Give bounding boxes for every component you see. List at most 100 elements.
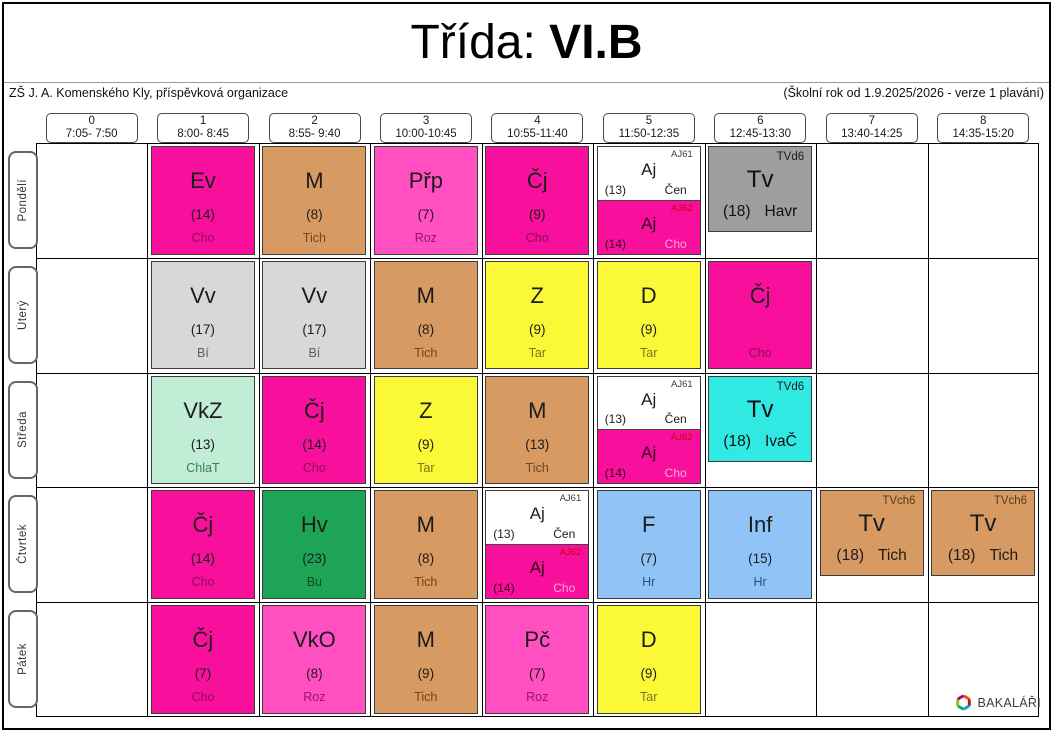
- lesson-room-teacher-line: (14) Cho: [605, 237, 687, 251]
- lesson-subject: Aj: [529, 558, 545, 578]
- lesson-subject: Tv: [858, 510, 885, 538]
- lesson-teacher: Havr: [764, 203, 798, 220]
- lesson-subject: Vv: [301, 282, 328, 308]
- lesson-teacher: Tar: [528, 345, 546, 360]
- lesson-room: (9): [529, 321, 546, 337]
- period-header-3: 3 10:00-10:45: [380, 113, 473, 143]
- title-divider: [4, 82, 1049, 83]
- lesson-cell: M (8) Tich: [373, 260, 478, 370]
- grid-row-line: [36, 602, 1039, 604]
- lesson-teacher: Tich: [989, 547, 1019, 565]
- lesson-teacher: Tar: [640, 690, 658, 705]
- grid-column-line: [816, 143, 818, 717]
- lesson-room: (14): [190, 551, 215, 567]
- lesson-subject: Čj: [303, 397, 325, 423]
- lesson-room: (17): [190, 321, 215, 337]
- page-content: Třída: VI.B ZŠ J. A. Komenského Kly, pří…: [4, 4, 1049, 728]
- lesson-room: (13): [190, 436, 215, 452]
- lesson-group: TVd6: [776, 380, 805, 393]
- lesson-cell: Ev (14) Cho: [150, 146, 255, 255]
- period-header-2: 2 8:55- 9:40: [268, 113, 361, 143]
- lesson-cell-split: AJ61 Aj (13) Čen AJ62 Aj (14) Cho: [596, 375, 701, 485]
- lesson-room: (8): [417, 321, 435, 337]
- lesson-room: (9): [417, 666, 435, 682]
- lesson-subject: Z: [419, 397, 433, 423]
- lesson-room: (15): [748, 551, 773, 567]
- period-time: 14:35-15:20: [952, 128, 1014, 140]
- grid-column-line: [704, 143, 706, 717]
- lesson-teacher: Roz: [526, 690, 549, 705]
- grid-column-line: [927, 143, 929, 717]
- lesson-cell: VkZ (13) ChlaT: [150, 375, 255, 485]
- lesson-room: (18): [722, 203, 751, 220]
- lesson-cell-split: AJ61 Aj (13) Čen AJ62 Aj (14) Cho: [485, 490, 590, 599]
- lesson-teacher: Cho: [302, 460, 326, 475]
- lesson-room: (13): [604, 182, 627, 197]
- lesson-room: (18): [947, 547, 976, 565]
- lesson-room-teacher-line: (13) Čen: [493, 528, 575, 541]
- lesson-cell: Z (9) Tar: [485, 260, 590, 370]
- lesson-room: (18): [836, 547, 864, 565]
- lesson-teacher: Bí: [308, 345, 321, 360]
- day-tab-4: Pátek: [8, 610, 38, 709]
- period-time: 11:50-12:35: [618, 128, 680, 140]
- lesson-cell: Čj (7) Cho: [150, 605, 255, 714]
- day-label: Středa: [17, 411, 29, 449]
- lesson-teacher: Tar: [417, 460, 435, 475]
- lesson-cell: D (9) Tar: [596, 260, 701, 370]
- title-prefix: Třída:: [410, 16, 550, 69]
- lesson-room-teacher-line: (13) Čen: [604, 182, 687, 197]
- title-class-name: VI.B: [549, 16, 643, 69]
- lesson-subject: D: [640, 282, 657, 308]
- lesson-teacher: Tich: [302, 231, 326, 245]
- grid-row-line: [36, 487, 1039, 489]
- period-header-0: 0 7:05- 7:50: [45, 113, 138, 143]
- lesson-room: (9): [640, 666, 657, 682]
- lesson-cell: Čj (14) Cho: [150, 490, 255, 599]
- lesson-teacher: Tich: [878, 547, 907, 565]
- lesson-cell: M (13) Tich: [485, 375, 590, 485]
- lesson-subject: M: [305, 168, 324, 193]
- lesson-group: AJ61: [559, 493, 582, 505]
- lesson-subject: Aj: [529, 504, 545, 524]
- lesson-room: (8): [306, 666, 323, 682]
- grid-column-line: [481, 143, 483, 717]
- lesson-group: TVd6: [776, 151, 805, 163]
- lesson-cell: Z (9) Tar: [373, 375, 478, 485]
- period-header-8: 8 14:35-15:20: [937, 113, 1030, 143]
- lesson-cell: M (8) Tich: [373, 490, 478, 599]
- lesson-cell: Přp (7) Roz: [373, 146, 478, 255]
- lesson-subject: Čj: [192, 512, 214, 538]
- period-number: 7: [868, 114, 875, 127]
- day-tab-3: Čtvrtek: [8, 495, 38, 594]
- lesson-subject: Aj: [641, 160, 657, 179]
- lesson-group: AJ62: [671, 432, 693, 444]
- lesson-group: TVch6: [882, 495, 916, 508]
- lesson-half-top: AJ61 Aj (13) Čen: [597, 376, 700, 430]
- lesson-room-teacher-line: (18) IvaČ: [723, 433, 796, 451]
- grid-column-line: [258, 143, 260, 717]
- lesson-room-teacher-line: (14) Cho: [605, 467, 687, 480]
- period-time: 7:05- 7:50: [65, 128, 118, 140]
- period-header-5: 5 11:50-12:35: [602, 113, 695, 143]
- lesson-room: (17): [302, 321, 327, 337]
- lesson-group: AJ61: [671, 149, 693, 160]
- lesson-room-teacher-line: (18) Tich: [836, 547, 906, 565]
- lesson-cell-split: AJ61 Aj (13) Čen AJ62 Aj (14) Cho: [596, 146, 701, 255]
- lesson-subject: M: [416, 627, 435, 653]
- lesson-room: (14): [493, 580, 515, 595]
- day-label: Pátek: [17, 643, 29, 676]
- lesson-subject: M: [416, 282, 435, 308]
- lesson-room: (14): [190, 207, 215, 222]
- lesson-room: (9): [640, 321, 657, 337]
- lesson-teacher: Cho: [191, 690, 215, 705]
- lesson-room: (8): [417, 551, 435, 567]
- lesson-cell: TVd6 Tv (18) IvaČ: [708, 375, 813, 462]
- lesson-subject: Tv: [746, 395, 774, 423]
- lesson-subject: Čj: [192, 627, 214, 653]
- period-number: 6: [757, 114, 764, 127]
- lesson-subject: Čj: [526, 168, 548, 193]
- lesson-room: (14): [604, 466, 627, 481]
- lesson-cell: TVch6 Tv (18) Tich: [931, 490, 1036, 577]
